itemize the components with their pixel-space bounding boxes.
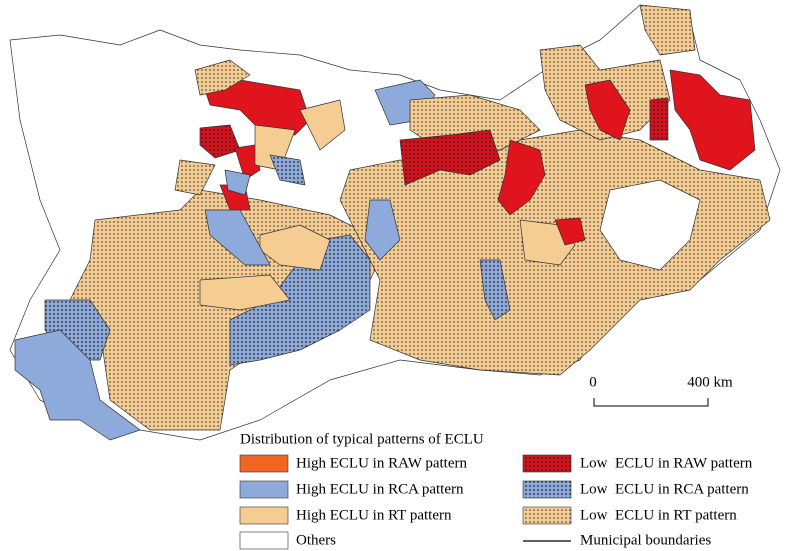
legend-label: High ECLU in RAW pattern bbox=[296, 455, 467, 471]
legend-swatch bbox=[239, 531, 289, 550]
legend-label: Low ECLU in RAW pattern bbox=[580, 455, 753, 471]
region bbox=[269, 154, 306, 186]
legend-label: High ECLU in RCA pattern bbox=[296, 481, 464, 497]
region bbox=[599, 179, 701, 271]
region bbox=[364, 199, 401, 261]
region bbox=[299, 99, 346, 151]
legend-swatch bbox=[522, 506, 572, 525]
map bbox=[9, 4, 781, 441]
region bbox=[194, 59, 251, 96]
legend-label: High ECLU in RT pattern bbox=[296, 507, 452, 523]
scale-end: 400 km bbox=[687, 374, 733, 390]
region bbox=[669, 69, 756, 171]
region bbox=[199, 274, 291, 311]
legend-swatch bbox=[522, 454, 572, 473]
legend-label: Others bbox=[296, 532, 336, 548]
region bbox=[399, 129, 501, 186]
scale-bar: 0 400 km bbox=[589, 374, 733, 407]
legend-label: Municipal boundaries bbox=[580, 532, 711, 548]
legend: Distribution of typical patterns of ECLU… bbox=[239, 431, 753, 550]
region bbox=[199, 124, 241, 159]
region bbox=[497, 139, 546, 216]
legend-label: Low ECLU in RCA pattern bbox=[580, 481, 749, 497]
scale-start: 0 bbox=[589, 374, 597, 390]
region bbox=[584, 79, 631, 141]
region bbox=[234, 144, 261, 181]
region bbox=[204, 209, 271, 266]
legend-swatch bbox=[522, 480, 572, 499]
region bbox=[204, 79, 311, 136]
legend-swatch bbox=[239, 454, 289, 473]
region bbox=[174, 159, 216, 196]
scale-line bbox=[593, 398, 709, 407]
region bbox=[224, 169, 251, 196]
region bbox=[649, 97, 669, 141]
legend-swatch bbox=[239, 506, 289, 525]
legend-label: Low ECLU in RT pattern bbox=[580, 507, 737, 523]
legend-title: Distribution of typical patterns of ECLU bbox=[240, 431, 484, 447]
region bbox=[639, 4, 696, 56]
region bbox=[554, 217, 586, 246]
region bbox=[479, 259, 511, 321]
legend-swatch bbox=[239, 480, 289, 499]
region bbox=[14, 329, 141, 441]
